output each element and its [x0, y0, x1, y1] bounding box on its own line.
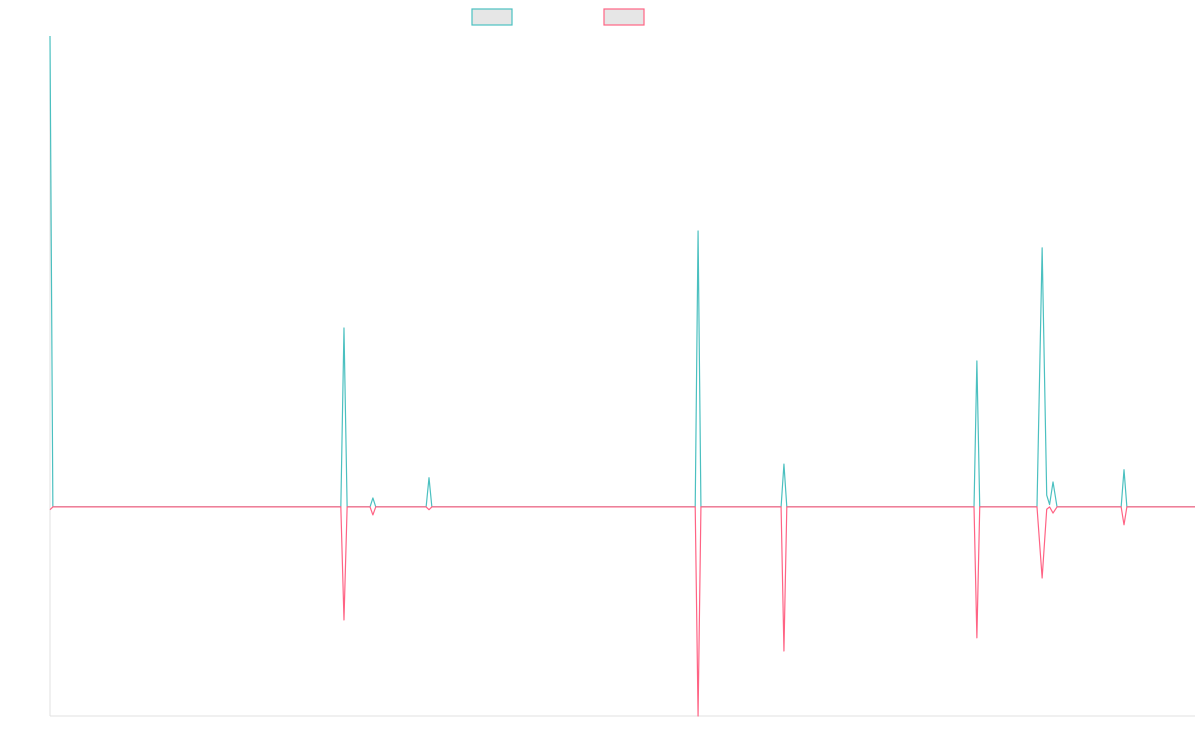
series-line: [49, 506, 1195, 717]
legend-swatch[interactable]: [603, 8, 645, 26]
series-line: [49, 35, 1195, 508]
legend-swatch[interactable]: [471, 8, 513, 26]
